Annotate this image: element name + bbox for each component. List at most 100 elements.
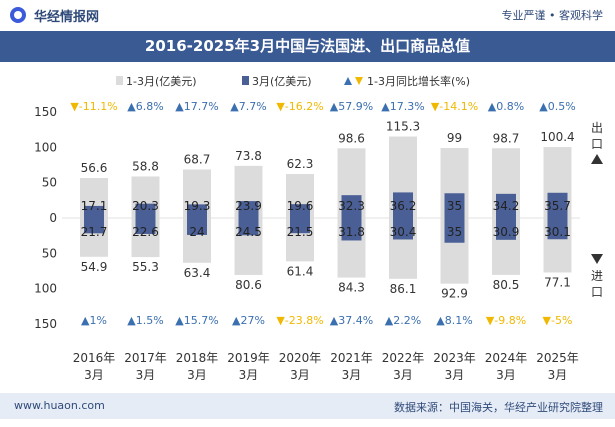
export-up-arrow-icon [591, 154, 603, 164]
export-cumulative-label: 68.7 [184, 152, 211, 166]
brand-logo-icon [10, 7, 26, 23]
export-cumulative-label: 98.6 [338, 131, 365, 145]
import-monthly-bar [444, 218, 465, 243]
legend-down-triangle-icon [355, 77, 363, 85]
import-cumulative-label: 80.6 [235, 278, 262, 292]
import-growth-label: ▲15.7% [175, 314, 218, 327]
export-monthly-bar [393, 192, 413, 218]
x-tick-label-month: 3月 [187, 368, 207, 382]
x-tick-label-month: 3月 [84, 368, 104, 382]
footer: www.huaon.com 数据来源：中国海关，华经产业研究院整理 [0, 393, 615, 419]
x-tick-label-year: 2024年 [485, 351, 528, 365]
import-label-char-2: 口 [591, 285, 603, 299]
x-tick-label-month: 3月 [290, 368, 310, 382]
legend-label-growth: 1-3月同比增长率(%) [367, 74, 470, 88]
export-growth-label: ▼-16.2% [276, 100, 323, 113]
export-cumulative-label: 115.3 [386, 120, 420, 134]
import-cumulative-label: 92.9 [441, 287, 468, 301]
y-tick-label: 50 [42, 176, 57, 190]
import-cumulative-label: 54.9 [81, 260, 108, 274]
export-monthly-label: 20.3 [132, 199, 159, 213]
export-cumulative-label: 62.3 [287, 157, 314, 171]
x-tick-label-year: 2017年 [124, 351, 167, 365]
x-tick-label-month: 3月 [239, 368, 259, 382]
import-growth-label: ▲1% [81, 314, 107, 327]
legend-swatch-cumulative [116, 76, 123, 85]
import-monthly-label: 30.1 [544, 225, 571, 239]
import-monthly-bar [84, 218, 104, 234]
import-monthly-label: 21.7 [81, 225, 108, 239]
export-monthly-label: 19.6 [287, 199, 314, 213]
export-monthly-bar [290, 204, 310, 218]
import-growth-label: ▲37.4% [330, 314, 373, 327]
import-cumulative-label: 63.4 [184, 266, 211, 280]
export-monthly-bar [84, 205, 104, 218]
import-label-char-1: 进 [591, 269, 603, 283]
top-bar: 华经情报网 专业严谨 • 客观科学 [0, 0, 615, 30]
import-growth-label: ▼-9.8% [486, 314, 526, 327]
import-growth-label: ▼-5% [543, 314, 573, 327]
export-monthly-label: 35.7 [544, 199, 571, 213]
x-tick-label-year: 2025年 [536, 351, 579, 365]
x-tick-label-month: 3月 [393, 368, 413, 382]
export-cumulative-label: 100.4 [540, 130, 574, 144]
x-tick-label-month: 3月 [496, 368, 516, 382]
y-tick-label: 100 [34, 140, 57, 154]
import-growth-label: ▼-23.8% [276, 314, 323, 327]
import-cumulative-label: 55.3 [132, 260, 159, 274]
x-axis: 2016年 3月 2017年 3月 2018年 3月 2019年 3月 2020年 3月 2021年… [73, 351, 579, 382]
import-monthly-label: 24.5 [235, 225, 262, 239]
export-monthly-bar [547, 192, 568, 218]
export-growth-label: ▲17.3% [381, 100, 424, 113]
x-tick-label-year: 2021年 [330, 351, 373, 365]
export-cumulative-label: 73.8 [235, 149, 262, 163]
import-growth-label: ▲27% [232, 314, 265, 327]
x-tick-label-year: 2019年 [227, 351, 270, 365]
legend-label-monthly: 3月(亿美元) [252, 75, 312, 88]
import-monthly-label: 30.4 [390, 225, 417, 239]
chart: 1-3月(亿美元) 3月(亿美元) 1-3月同比增长率(%) 150 100 50 0… [34, 74, 603, 382]
legend-label-cumulative: 1-3月(亿美元) [126, 75, 197, 88]
export-label-char-1: 出 [591, 121, 603, 135]
x-tick-label-year: 2016年 [73, 351, 116, 365]
export-monthly-label: 34.2 [493, 199, 520, 213]
x-tick-label-month: 3月 [136, 368, 156, 382]
export-cumulative-label: 56.6 [81, 161, 108, 175]
legend-up-triangle-icon [344, 77, 352, 85]
x-tick-label-month: 3月 [342, 368, 362, 382]
export-growth-label: ▲17.7% [175, 100, 218, 113]
y-tick-label: 150 [34, 317, 57, 331]
growth-labels: ▼-11.1% ▲1% ▲6.8% ▲1.5% ▲17.7% ▲15.7% ▲7.7% ▲27… [70, 100, 575, 327]
import-cumulative-label: 84.3 [338, 281, 365, 295]
footer-website: www.huaon.com [14, 399, 105, 412]
export-monthly-label: 23.9 [235, 199, 262, 213]
export-growth-label: ▲57.9% [330, 100, 373, 113]
export-monthly-bar [238, 201, 259, 218]
footer-source: 数据来源：中国海关，华经产业研究院整理 [394, 401, 603, 414]
export-monthly-label: 35 [447, 199, 462, 213]
export-growth-label: ▲6.8% [127, 100, 163, 113]
import-monthly-bar [238, 218, 259, 236]
x-tick-label-year: 2020年 [279, 351, 322, 365]
x-tick-label-year: 2018年 [176, 351, 219, 365]
export-cumulative-label: 99 [447, 131, 462, 145]
y-tick-label: 150 [34, 105, 57, 119]
import-monthly-bar [496, 218, 516, 240]
slogan: 专业严谨 • 客观科学 [501, 9, 603, 22]
export-monthly-bar [341, 195, 362, 218]
x-tick-label-month: 3月 [548, 368, 568, 382]
legend: 1-3月(亿美元) 3月(亿美元) 1-3月同比增长率(%) [116, 74, 470, 88]
import-monthly-bar [135, 218, 156, 234]
export-monthly-label: 17.1 [81, 199, 108, 213]
y-tick-label: 50 [42, 246, 57, 260]
import-down-arrow-icon [591, 254, 603, 264]
import-monthly-label: 24 [189, 225, 204, 239]
import-monthly-bar [341, 218, 362, 241]
export-growth-label: ▼-11.1% [70, 100, 117, 113]
export-monthly-bar [135, 203, 156, 218]
brand: 华经情报网 [10, 6, 99, 25]
bars [80, 136, 572, 284]
y-tick-label: 0 [49, 211, 57, 225]
x-tick-label-month: 3月 [445, 368, 465, 382]
export-cumulative-label: 58.8 [132, 159, 159, 173]
